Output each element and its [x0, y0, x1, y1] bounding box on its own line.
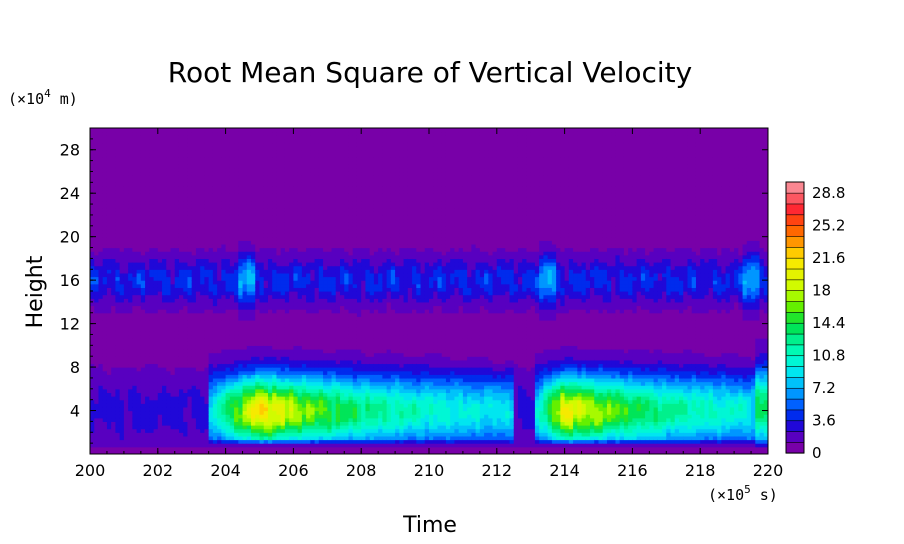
- colorbar-level: [785, 431, 805, 443]
- colorbar-level: [785, 420, 805, 432]
- colorbar-tick-label: 14.4: [812, 314, 845, 332]
- colorbar-tick-label: 7.2: [812, 379, 836, 397]
- colorbar-level: [785, 344, 805, 357]
- colorbar-level: [785, 322, 805, 335]
- colorbar-level: [785, 268, 805, 281]
- colorbar-level: [785, 333, 805, 346]
- y-tick-label: 24: [60, 184, 80, 203]
- colorbar-level: [785, 257, 805, 270]
- colorbar-level: [785, 246, 805, 259]
- colorbar-tick-label: 0: [812, 444, 822, 462]
- colorbar-level: [785, 290, 805, 302]
- y-tick-label: 16: [60, 271, 80, 290]
- colorbar-tick-label: 25.2: [812, 216, 845, 234]
- x-tick-label: 216: [617, 461, 648, 480]
- x-tick-label: 206: [278, 461, 309, 480]
- y-tick-label: 12: [60, 315, 80, 334]
- colorbar-level: [785, 214, 805, 226]
- x-axis: 200 202 204 206 208 210 212 214 216 218 220: [75, 128, 784, 480]
- colorbar-level: [785, 225, 805, 237]
- colorbar-level: [785, 365, 805, 378]
- x-unit-label: (×105 s): [708, 483, 778, 504]
- x-tick-label: 220: [753, 461, 784, 480]
- colorbar-level: [785, 279, 805, 291]
- colorbar-tick-label: 3.6: [812, 411, 836, 429]
- x-tick-label: 200: [75, 461, 106, 480]
- colorbar-tick-label: 10.8: [812, 346, 845, 364]
- x-tick-label: 204: [210, 461, 241, 480]
- x-tick-label: 218: [685, 461, 716, 480]
- x-axis-label: Time: [402, 513, 457, 538]
- colorbar-level: [785, 387, 805, 400]
- y-tick-label: 20: [60, 228, 80, 247]
- y-tick-label: 4: [70, 402, 80, 421]
- colorbar-level: [785, 441, 805, 454]
- x-tick-label: 214: [549, 461, 580, 480]
- colorbar-level: [785, 235, 805, 248]
- colorbar-level: [785, 203, 805, 216]
- colorbar-level: [785, 300, 805, 313]
- x-tick-label: 212: [482, 461, 513, 480]
- colorbar-tick-label: 21.6: [812, 249, 845, 267]
- colorbar-level: [785, 181, 805, 194]
- colorbar-level: [785, 409, 805, 422]
- y-axis-label: Height: [23, 255, 48, 328]
- colorbar-level: [785, 355, 805, 367]
- y-tick-label: 28: [60, 141, 80, 160]
- colorbar-level: [785, 192, 805, 205]
- colorbar: 0 3.6 7.2 10.8 14.4 18 21.6 25.2 28.8: [785, 181, 845, 462]
- colorbar-level: [785, 311, 805, 324]
- y-unit-label: (×104 m): [8, 87, 78, 108]
- x-tick-label: 208: [346, 461, 377, 480]
- colorbar-level: [785, 398, 805, 411]
- colorbar-tick-label: 18: [812, 281, 831, 299]
- x-tick-label: 202: [143, 461, 174, 480]
- colorbar-tick-label: 28.8: [812, 184, 845, 202]
- x-tick-label: 210: [414, 461, 445, 480]
- colorbar-frame: [785, 181, 805, 454]
- y-tick-label: 8: [70, 358, 80, 377]
- chart-title: Root Mean Square of Vertical Velocity: [168, 56, 692, 89]
- y-axis: 4 8 12 16 20 24 28: [60, 138, 768, 444]
- colorbar-level: [785, 376, 805, 389]
- heatmap-field: [90, 128, 768, 454]
